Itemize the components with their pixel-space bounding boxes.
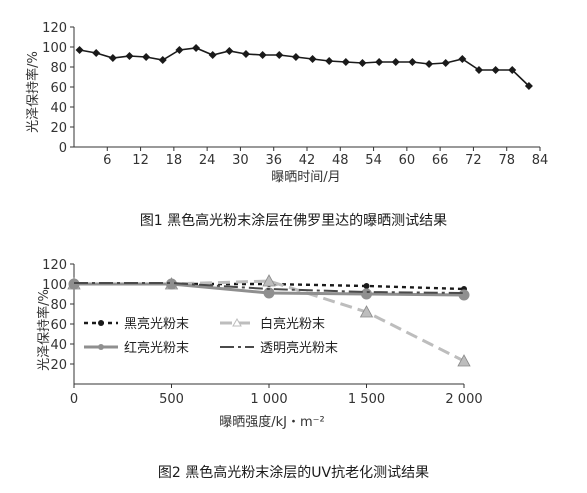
fig1-x-tick-label: 54 [365, 153, 382, 168]
fig2-x-tick-label: 2 000 [445, 392, 482, 407]
fig1-data-point [358, 59, 367, 67]
fig1-y-axis-label: 光泽保持率/% [25, 51, 41, 133]
fig2-legend-label: 红亮光粉末 [124, 340, 189, 356]
fig1-x-tick-label: 84 [532, 153, 549, 168]
fig2-y-tick-label: 80 [50, 298, 67, 313]
figure-1-caption: 图1 黑色高光粉末涂层在佛罗里达的曝晒测试结果 [139, 213, 448, 229]
fig2-data-point [361, 288, 372, 300]
fig2-y-tick-label: 100 [42, 278, 67, 293]
fig2-legend-label: 黑亮光粉末 [124, 316, 189, 332]
fig2-legend-marker [232, 317, 242, 327]
fig1-x-tick-label: 36 [265, 153, 282, 168]
fig1-y-tick-label: 20 [50, 121, 67, 136]
fig1-x-tick-label: 60 [399, 153, 416, 168]
fig1-y-tick-label: 40 [50, 101, 67, 116]
fig1-data-point [241, 50, 250, 58]
fig1-y-tick-label: 0 [59, 141, 67, 156]
fig2-y-axis-label: 光泽保持率/% [36, 289, 52, 371]
fig1-y-tick-label: 60 [50, 81, 67, 96]
fig1-data-point [108, 54, 117, 62]
fig2-data-point [458, 289, 470, 301]
fig1-data-point [225, 47, 234, 55]
fig2-data-point [262, 274, 276, 287]
fig1-x-tick-label: 30 [232, 153, 249, 168]
fig1-data-point [375, 58, 384, 66]
fig1-data-point [425, 60, 434, 68]
fig1-y-tick-label: 100 [42, 41, 67, 56]
fig2-x-tick-label: 1 000 [250, 392, 287, 407]
fig2-y-tick-label: 120 [42, 258, 67, 273]
fig1-data-point [258, 51, 267, 59]
fig2-x-tick-label: 500 [159, 392, 184, 407]
fig1-x-tick-label: 78 [498, 153, 515, 168]
fig1-data-point [75, 46, 84, 54]
fig1-x-tick-label: 24 [199, 153, 216, 168]
fig1-data-point [474, 66, 483, 74]
fig1-data-point [508, 66, 517, 74]
fig1-data-point [158, 56, 167, 64]
fig1-x-tick-label: 6 [103, 153, 111, 168]
fig1-data-point [192, 44, 201, 52]
fig1-data-point [175, 46, 184, 54]
fig1-data-point [275, 51, 284, 59]
fig1-data-point [491, 66, 500, 74]
figure-2-caption: 图2 黑色高光粉末涂层的UV抗老化测试结果 [157, 465, 430, 481]
fig1-x-tick-label: 12 [132, 153, 149, 168]
fig2-legend-marker [98, 344, 104, 350]
fig2-data-point [166, 278, 177, 290]
fig1-data-point [325, 57, 334, 65]
figure-2-uv-chart: 光泽保持率/% 曝晒强度/kJ・m⁻² 20 40 60 80 100 120 0 500 1 … [36, 258, 483, 430]
fig2-legend-label: 透明亮光粉末 [260, 340, 338, 356]
fig1-data-point [208, 51, 217, 59]
fig1-data-point [391, 58, 400, 66]
fig2-x-tick-label: 1 500 [348, 392, 385, 407]
fig1-data-point [308, 55, 317, 63]
fig1-data-point [341, 58, 350, 66]
fig1-data-point [142, 53, 151, 61]
fig1-x-tick-label: 18 [166, 153, 183, 168]
fig1-series-line [79, 47, 530, 87]
fig2-legend-label: 白亮光粉末 [260, 316, 325, 332]
fig1-y-tick-label: 120 [42, 21, 67, 36]
fig2-data-point [457, 354, 471, 367]
fig1-data-point [125, 52, 134, 60]
fig2-data-point [363, 283, 370, 289]
fig1-data-point [441, 59, 450, 67]
fig1-data-point [92, 49, 101, 57]
fig1-data-point [524, 82, 533, 90]
fig2-legend-marker [98, 320, 104, 326]
fig1-x-tick-label: 72 [465, 153, 482, 168]
figure-1-exposure-chart: 光泽保持率/% 曝晒时间/月 0 20 40 60 80 100 120 6 12 18 24 30 3… [25, 21, 549, 185]
fig2-data-point [359, 305, 374, 318]
fig1-x-axis-label: 曝晒时间/月 [271, 170, 340, 185]
fig1-x-tick-label: 66 [432, 153, 449, 168]
fig2-series-line [74, 282, 465, 294]
fig1-x-tick-label: 48 [332, 153, 349, 168]
fig2-y-tick-label: 20 [50, 358, 67, 373]
fig2-data-point [263, 287, 275, 299]
fig1-data-point [458, 55, 467, 63]
fig1-data-point [408, 58, 417, 66]
fig2-x-axis-label: 曝晒强度/kJ・m⁻² [219, 414, 324, 430]
fig2-x-tick-label: 0 [70, 392, 78, 407]
fig2-y-tick-label: 40 [50, 338, 67, 353]
fig1-x-tick-label: 42 [299, 153, 316, 168]
fig2-y-tick-label: 60 [50, 318, 67, 333]
fig1-y-tick-label: 80 [50, 61, 67, 76]
fig1-data-point [291, 53, 300, 61]
